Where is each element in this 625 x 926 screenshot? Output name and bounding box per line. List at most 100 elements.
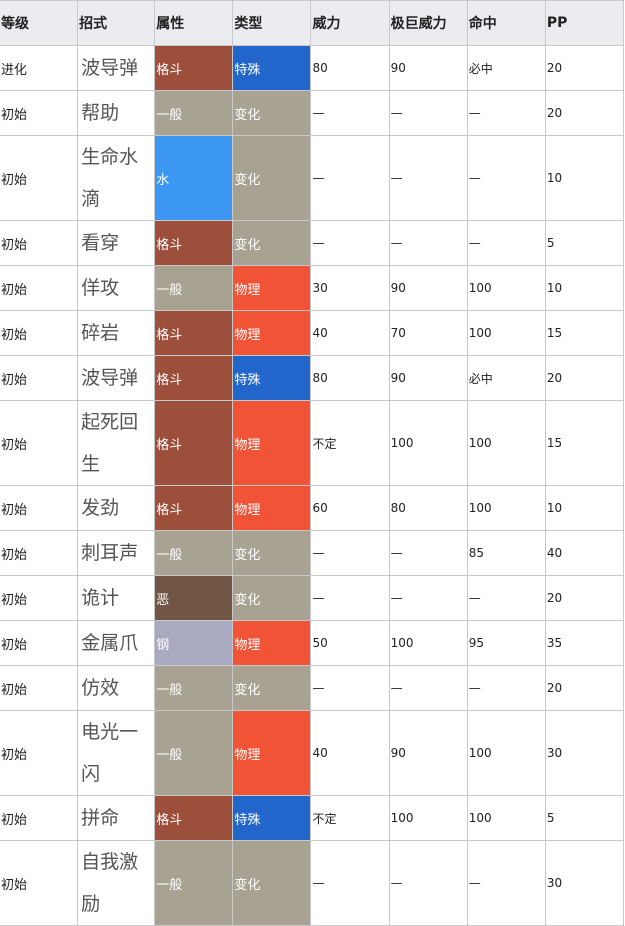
row-type-chip[interactable]: 格斗 bbox=[154, 795, 234, 841]
row-move-link[interactable]: 电光一闪 bbox=[77, 710, 156, 796]
row-move-link[interactable]: 拼命 bbox=[77, 795, 156, 841]
row-level: 进化 bbox=[0, 45, 79, 91]
row-max-power: — bbox=[388, 220, 468, 266]
row-move-link[interactable]: 刺耳声 bbox=[77, 530, 156, 576]
row-category-chip[interactable]: 变化 bbox=[232, 530, 312, 576]
row-accuracy: 100 bbox=[466, 310, 546, 356]
row-move-link[interactable]: 仿效 bbox=[77, 665, 156, 711]
row-accuracy: 85 bbox=[466, 530, 546, 576]
row-pp: 10 bbox=[544, 265, 625, 311]
row-category-chip[interactable]: 物理 bbox=[232, 310, 312, 356]
row-pp: 20 bbox=[544, 90, 625, 136]
table-row: 初始 佯攻 一般 物理 30 90 100 10 bbox=[0, 265, 625, 311]
header-move[interactable]: 招式 bbox=[77, 0, 156, 46]
row-accuracy: — bbox=[466, 220, 546, 266]
row-category-chip[interactable]: 变化 bbox=[232, 135, 312, 221]
row-move-link[interactable]: 波导弹 bbox=[77, 355, 156, 401]
row-level: 初始 bbox=[0, 220, 79, 266]
row-category-chip[interactable]: 特殊 bbox=[232, 45, 312, 91]
row-power: — bbox=[310, 90, 390, 136]
header-max-power[interactable]: 极巨威力 bbox=[388, 0, 468, 46]
row-category-chip[interactable]: 物理 bbox=[232, 485, 312, 531]
row-max-power: 100 bbox=[388, 620, 468, 666]
table-row: 初始 看穿 格斗 变化 — — —5 bbox=[0, 220, 625, 266]
row-type-chip[interactable]: 水 bbox=[154, 135, 234, 221]
row-power: 60 bbox=[310, 485, 390, 531]
row-pp: 30 bbox=[544, 840, 625, 926]
row-level: 初始 bbox=[0, 620, 79, 666]
row-pp: 40 bbox=[544, 530, 625, 576]
row-move-link[interactable]: 诡计 bbox=[77, 575, 156, 621]
row-level: 初始 bbox=[0, 265, 79, 311]
row-category-chip[interactable]: 变化 bbox=[232, 575, 312, 621]
row-type-chip[interactable]: 格斗 bbox=[154, 400, 234, 486]
header-pp[interactable]: PP bbox=[544, 0, 625, 46]
row-move-link[interactable]: 自我激励 bbox=[77, 840, 156, 926]
row-max-power: — bbox=[388, 90, 468, 136]
row-max-power: 90 bbox=[388, 355, 468, 401]
row-type-chip[interactable]: 一般 bbox=[154, 265, 234, 311]
row-type-chip[interactable]: 一般 bbox=[154, 840, 234, 926]
row-accuracy: 100 bbox=[466, 400, 546, 486]
row-category-chip[interactable]: 物理 bbox=[232, 265, 312, 311]
row-category-chip[interactable]: 变化 bbox=[232, 840, 312, 926]
header-accuracy[interactable]: 命中 bbox=[466, 0, 546, 46]
row-type-chip[interactable]: 格斗 bbox=[154, 485, 234, 531]
table-row: 初始 生命水滴水变化 — — —10 bbox=[0, 135, 625, 221]
table-row: 初始 拼命 格斗 特殊 不定 100 100 5 bbox=[0, 795, 625, 841]
table-header-row: 等级 招式 属性 类型 威力 极巨威力 命中 PP bbox=[0, 0, 625, 46]
row-move-link[interactable]: 生命水滴 bbox=[77, 135, 156, 221]
row-max-power: 70 bbox=[388, 310, 468, 356]
row-level: 初始 bbox=[0, 485, 79, 531]
row-move-link[interactable]: 起死回生 bbox=[77, 400, 156, 486]
row-power: 40 bbox=[310, 710, 390, 796]
row-category-chip[interactable]: 变化 bbox=[232, 90, 312, 136]
row-level: 初始 bbox=[0, 575, 79, 621]
row-move-link[interactable]: 波导弹 bbox=[77, 45, 156, 91]
row-pp: 10 bbox=[544, 135, 625, 221]
row-pp: 5 bbox=[544, 795, 625, 841]
row-category-chip[interactable]: 变化 bbox=[232, 665, 312, 711]
row-move-link[interactable]: 帮助 bbox=[77, 90, 156, 136]
row-type-chip[interactable]: 一般 bbox=[154, 710, 234, 796]
header-power[interactable]: 威力 bbox=[310, 0, 390, 46]
row-power: 50 bbox=[310, 620, 390, 666]
row-move-link[interactable]: 发劲 bbox=[77, 485, 156, 531]
row-type-chip[interactable]: 格斗 bbox=[154, 220, 234, 266]
row-category-chip[interactable]: 物理 bbox=[232, 620, 312, 666]
row-pp: 30 bbox=[544, 710, 625, 796]
row-pp: 20 bbox=[544, 45, 625, 91]
header-type[interactable]: 属性 bbox=[154, 0, 234, 46]
row-accuracy: 100 bbox=[466, 710, 546, 796]
row-type-chip[interactable]: 一般 bbox=[154, 530, 234, 576]
row-max-power: 100 bbox=[388, 400, 468, 486]
row-power: — bbox=[310, 575, 390, 621]
row-category-chip[interactable]: 特殊 bbox=[232, 795, 312, 841]
row-power: — bbox=[310, 665, 390, 711]
row-category-chip[interactable]: 物理 bbox=[232, 710, 312, 796]
row-move-link[interactable]: 看穿 bbox=[77, 220, 156, 266]
row-pp: 20 bbox=[544, 665, 625, 711]
row-type-chip[interactable]: 一般 bbox=[154, 665, 234, 711]
row-power: — bbox=[310, 530, 390, 576]
row-power: — bbox=[310, 220, 390, 266]
row-max-power: — bbox=[388, 840, 468, 926]
row-category-chip[interactable]: 特殊 bbox=[232, 355, 312, 401]
row-level: 初始 bbox=[0, 665, 79, 711]
row-move-link[interactable]: 金属爪 bbox=[77, 620, 156, 666]
table-row: 初始 帮助 一般 变化 — — —20 bbox=[0, 90, 625, 136]
row-type-chip[interactable]: 格斗 bbox=[154, 310, 234, 356]
row-move-link[interactable]: 佯攻 bbox=[77, 265, 156, 311]
row-type-chip[interactable]: 一般 bbox=[154, 90, 234, 136]
row-type-chip[interactable]: 恶 bbox=[154, 575, 234, 621]
row-type-chip[interactable]: 钢 bbox=[154, 620, 234, 666]
row-move-link[interactable]: 碎岩 bbox=[77, 310, 156, 356]
row-category-chip[interactable]: 变化 bbox=[232, 220, 312, 266]
header-level[interactable]: 等级 bbox=[0, 0, 79, 46]
row-level: 初始 bbox=[0, 400, 79, 486]
header-category[interactable]: 类型 bbox=[232, 0, 312, 46]
row-accuracy: 100 bbox=[466, 265, 546, 311]
row-type-chip[interactable]: 格斗 bbox=[154, 355, 234, 401]
row-category-chip[interactable]: 物理 bbox=[232, 400, 312, 486]
row-type-chip[interactable]: 格斗 bbox=[154, 45, 234, 91]
